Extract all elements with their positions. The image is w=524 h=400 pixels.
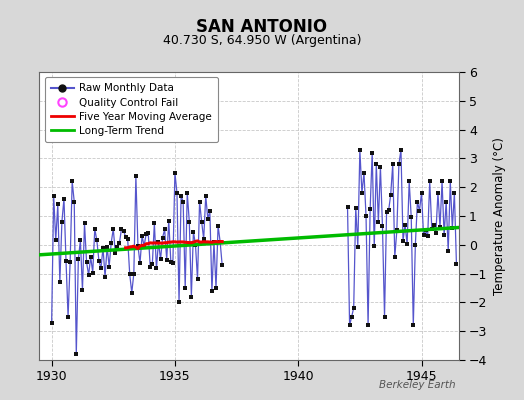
- Text: SAN ANTONIO: SAN ANTONIO: [196, 18, 328, 36]
- Text: 40.730 S, 64.950 W (Argentina): 40.730 S, 64.950 W (Argentina): [163, 34, 361, 47]
- Text: Berkeley Earth: Berkeley Earth: [379, 380, 456, 390]
- Y-axis label: Temperature Anomaly (°C): Temperature Anomaly (°C): [493, 137, 506, 295]
- Legend: Raw Monthly Data, Quality Control Fail, Five Year Moving Average, Long-Term Tren: Raw Monthly Data, Quality Control Fail, …: [45, 77, 218, 142]
